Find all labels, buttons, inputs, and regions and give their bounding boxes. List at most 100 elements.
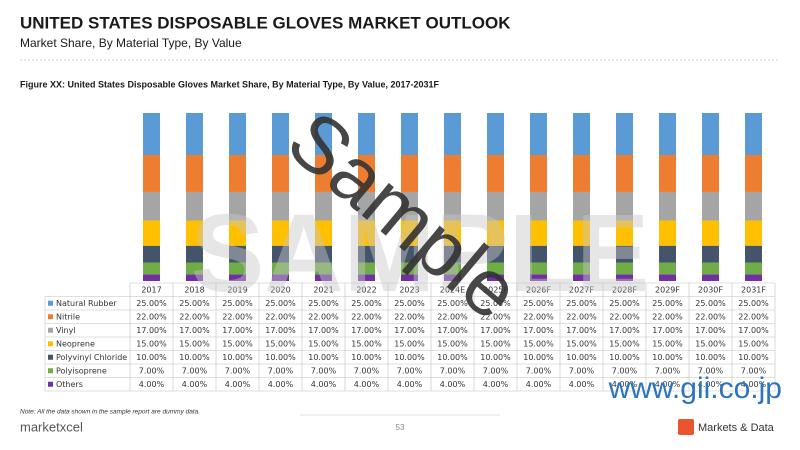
legend-swatch [48, 354, 53, 360]
bar-segment [272, 245, 289, 263]
data-label: 22.00% [222, 312, 253, 321]
bar-segment [487, 245, 504, 263]
bar-segment [358, 155, 375, 192]
data-label: 7.00% [182, 366, 208, 375]
bar-segment [702, 274, 719, 281]
data-label: 15.00% [695, 339, 726, 348]
data-label: 10.00% [265, 353, 296, 362]
data-label: 25.00% [652, 299, 683, 308]
bar-segment [143, 113, 160, 155]
bar-segment [358, 274, 375, 281]
bar-segment [272, 191, 289, 221]
data-label: 22.00% [136, 312, 167, 321]
bar-segment [229, 245, 246, 263]
data-label: 25.00% [695, 299, 726, 308]
bar-segment [573, 245, 590, 263]
data-label: 4.00% [311, 380, 337, 389]
data-label: 22.00% [738, 312, 769, 321]
data-label: 25.00% [523, 299, 554, 308]
bar-segment [315, 113, 332, 155]
data-label: 22.00% [652, 312, 683, 321]
data-label: 15.00% [136, 339, 167, 348]
data-label: 15.00% [566, 339, 597, 348]
data-label: 7.00% [397, 366, 423, 375]
bar-segment [315, 262, 332, 275]
bar-segment [358, 191, 375, 221]
legend-label: Nitrile [56, 312, 80, 321]
data-label: 22.00% [308, 312, 339, 321]
data-label: 4.00% [569, 380, 595, 389]
logo-right: Markets & Data [698, 422, 775, 434]
bar-segment [143, 191, 160, 221]
data-label: 25.00% [437, 299, 468, 308]
data-label: 7.00% [139, 366, 165, 375]
bar-segment [659, 220, 676, 246]
page-number: 53 [396, 423, 405, 432]
bar-segment [315, 245, 332, 263]
data-label: 15.00% [351, 339, 382, 348]
data-label: 10.00% [222, 353, 253, 362]
data-label: 10.00% [523, 353, 554, 362]
data-label: 15.00% [308, 339, 339, 348]
data-label: 22.00% [480, 312, 511, 321]
data-label: 25.00% [308, 299, 339, 308]
bar-segment [272, 113, 289, 155]
bar-segment [487, 262, 504, 275]
legend-label: Vinyl [56, 326, 76, 335]
data-label: 17.00% [480, 326, 511, 335]
bar-segment [616, 155, 633, 192]
data-label: 15.00% [480, 339, 511, 348]
x-tick-label: 2020 [270, 285, 290, 294]
bar-segment [659, 191, 676, 221]
data-label: 4.00% [268, 380, 294, 389]
data-label: 10.00% [566, 353, 597, 362]
data-label: 17.00% [265, 326, 296, 335]
bar-segment [272, 274, 289, 281]
bar-segment [401, 262, 418, 275]
data-label: 25.00% [394, 299, 425, 308]
x-tick-label: 2029F [655, 285, 680, 294]
bar-segment [702, 245, 719, 263]
chart-title: Figure XX: United States Disposable Glov… [20, 79, 439, 89]
bar-segment [702, 155, 719, 192]
logo-icon [678, 419, 694, 435]
x-tick-label: 2030F [698, 285, 723, 294]
x-tick-label: 2017 [141, 285, 161, 294]
bar-segment [659, 113, 676, 155]
bar-segment [573, 274, 590, 281]
data-label: 25.00% [566, 299, 597, 308]
data-label: 7.00% [311, 366, 337, 375]
data-label: 10.00% [695, 353, 726, 362]
legend-label: Polyvinyl Chloride [56, 353, 127, 362]
bar-segment [358, 220, 375, 246]
bar-segment [745, 155, 762, 192]
bar-segment [530, 155, 547, 192]
data-label: 15.00% [394, 339, 425, 348]
bar-segment [143, 220, 160, 246]
data-label: 15.00% [738, 339, 769, 348]
bar-segment [143, 155, 160, 192]
data-label: 25.00% [136, 299, 167, 308]
data-label: 15.00% [652, 339, 683, 348]
data-label: 17.00% [351, 326, 382, 335]
data-label: 15.00% [609, 339, 640, 348]
bar-segment [487, 155, 504, 192]
data-label: 17.00% [136, 326, 167, 335]
data-label: 10.00% [394, 353, 425, 362]
bar-segment [745, 113, 762, 155]
bar-segment [702, 113, 719, 155]
data-label: 25.00% [351, 299, 382, 308]
bar-segment [143, 245, 160, 263]
legend-label: Others [56, 380, 83, 389]
bar-segment [358, 245, 375, 263]
data-label: 22.00% [351, 312, 382, 321]
data-label: 10.00% [480, 353, 511, 362]
bar-segment [186, 220, 203, 246]
data-label: 25.00% [179, 299, 210, 308]
bar-segment [530, 113, 547, 155]
bar-segment [659, 262, 676, 275]
data-label: 4.00% [397, 380, 423, 389]
x-tick-label: 2023 [399, 285, 419, 294]
data-label: 10.00% [136, 353, 167, 362]
